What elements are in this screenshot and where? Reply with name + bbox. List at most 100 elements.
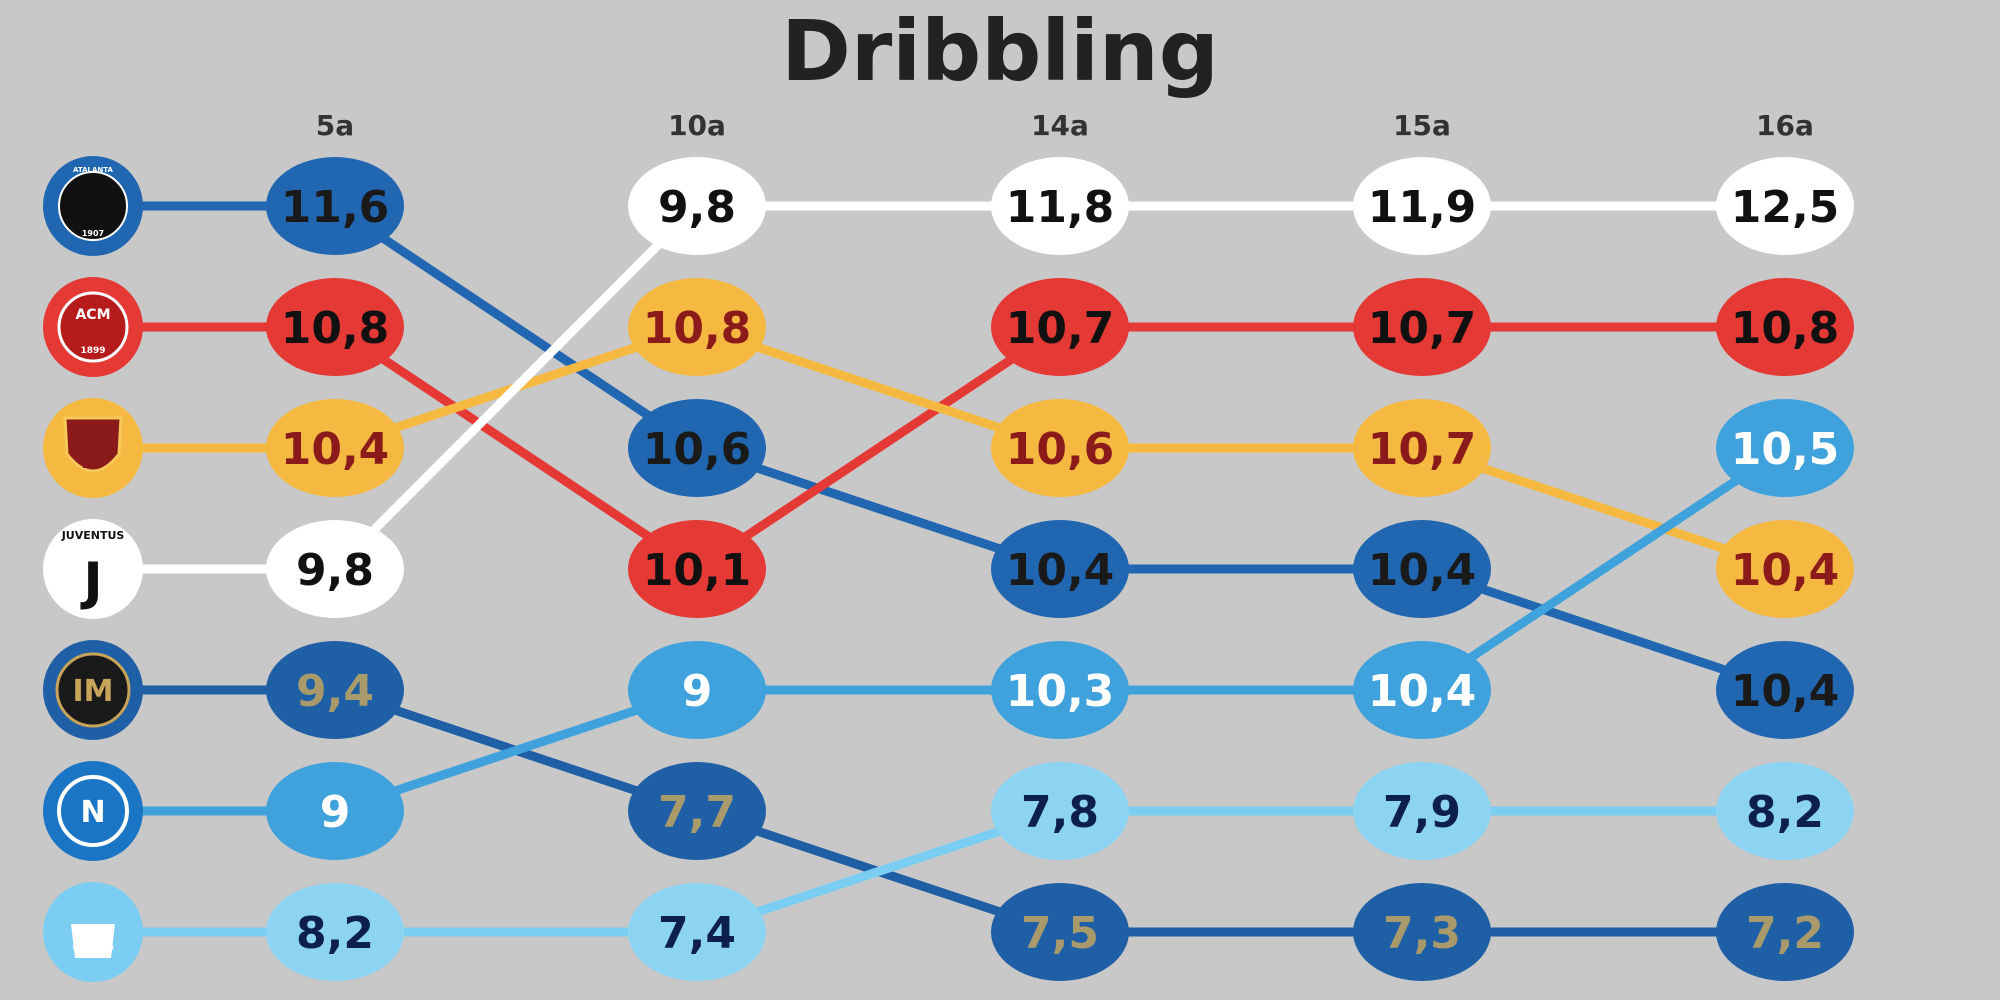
milan-logo-ring [57,291,129,363]
value-node-juventus-14a: 11,8 [991,157,1129,255]
value-node-atalanta-15a: 10,4 [1353,520,1491,618]
roma-logo-icon-text: 1927 [82,461,104,470]
series-line-napoli [88,443,1790,816]
value-label: 7,5 [1021,908,1099,959]
value-node-ellipse [266,520,404,618]
value-label: 7,9 [1383,787,1461,838]
value-label: 9,8 [658,182,736,233]
value-label: 10,4 [1368,666,1477,717]
value-label: 11,6 [281,182,390,233]
round-labels: 5a 10a 14a 15a 16a [316,109,1814,142]
value-node-ellipse [628,641,766,739]
value-node-napoli-16a: 10,5 [1716,399,1854,497]
value-label: 10,4 [281,424,390,475]
lazio-logo-icon-text: S.S. LAZIO [72,944,113,952]
value-label: 7,3 [1383,908,1461,959]
inter-logo-ring [55,652,131,728]
value-node-milan-15a: 10,7 [1353,278,1491,376]
value-label: 7,2 [1746,908,1824,959]
value-node-ellipse [266,278,404,376]
value-label: 8,2 [1746,787,1824,838]
series-line-juventus [88,201,1790,574]
value-node-ellipse [1353,157,1491,255]
value-label: 11,8 [1006,182,1115,233]
value-node-ellipse [628,520,766,618]
value-node-ellipse [1353,399,1491,497]
value-node-ellipse [628,157,766,255]
value-node-ellipse [991,883,1129,981]
atalanta-logo-icon: ATALANTA 1907 [43,156,143,256]
value-label: 10,7 [1006,303,1115,354]
value-node-ellipse [1716,520,1854,618]
value-label: 10,7 [1368,303,1477,354]
value-label: 11,9 [1368,182,1477,233]
roma-logo-icon-text: ROMA [73,445,114,459]
value-node-roma-5a: 10,4 [266,399,404,497]
value-node-inter-10a: 7,7 [628,762,766,860]
chart-title: Dribbling [781,2,1219,100]
value-node-atalanta-16a: 10,4 [1716,641,1854,739]
value-node-ellipse [1716,641,1854,739]
value-node-ellipse [628,762,766,860]
value-node-ellipse [1353,762,1491,860]
value-node-roma-16a: 10,4 [1716,520,1854,618]
inter-logo-icon-text: IM [72,674,113,709]
lazio-logo-shield [71,924,115,958]
value-node-juventus-10a: 9,8 [628,157,766,255]
value-node-ellipse [266,641,404,739]
value-label: 10,4 [1006,545,1115,596]
value-node-ellipse [1716,278,1854,376]
value-label: 10,6 [643,424,752,475]
value-label: 10,8 [1731,303,1840,354]
round-label-10a: 10a [668,109,726,142]
milan-logo-icon-text: ACM [75,307,110,323]
value-label: 10,4 [1731,545,1840,596]
value-node-atalanta-5a: 11,6 [266,157,404,255]
value-node-napoli-10a: 9 [628,641,766,739]
inter-logo-icon: IM [43,640,143,740]
value-node-ellipse [1716,762,1854,860]
value-node-ellipse [1716,399,1854,497]
value-node-ellipse [266,399,404,497]
value-label: 12,5 [1731,182,1840,233]
value-node-lazio-16a: 8,2 [1716,762,1854,860]
value-node-milan-16a: 10,8 [1716,278,1854,376]
round-label-5a: 5a [316,109,354,142]
value-node-juventus-15a: 11,9 [1353,157,1491,255]
round-label-14a: 14a [1031,109,1089,142]
value-node-roma-15a: 10,7 [1353,399,1491,497]
value-node-napoli-15a: 10,4 [1353,641,1491,739]
value-node-lazio-10a: 7,4 [628,883,766,981]
roma-logo-shield [63,416,123,473]
value-label: 9 [320,787,351,838]
atalanta-logo-icon-text: 1907 [82,229,104,238]
value-node-ellipse [991,641,1129,739]
value-node-roma-10a: 10,8 [628,278,766,376]
value-node-lazio-15a: 7,9 [1353,762,1491,860]
value-label: 7,4 [658,908,736,959]
value-node-ellipse [628,399,766,497]
value-node-lazio-5a: 8,2 [266,883,404,981]
value-label: 10,6 [1006,424,1115,475]
value-node-ellipse [628,278,766,376]
value-node-ellipse [266,883,404,981]
juventus-logo-icon-text: J [80,552,102,612]
value-node-atalanta-14a: 10,4 [991,520,1129,618]
value-node-ellipse [1353,641,1491,739]
value-node-ellipse [991,157,1129,255]
value-node-inter-14a: 7,5 [991,883,1129,981]
juventus-logo-icon-disc [43,519,143,619]
value-node-inter-16a: 7,2 [1716,883,1854,981]
atalanta-logo-icon-text: ATALANTA [73,166,113,174]
milan-logo-icon-text: 1899 [80,346,105,356]
value-label: 9,4 [296,666,374,717]
value-node-ellipse [1716,883,1854,981]
milan-logo-icon: ACM 1899 [43,277,143,377]
napoli-logo-icon-text: N [80,795,105,830]
value-node-milan-10a: 10,1 [628,520,766,618]
value-node-ellipse [991,278,1129,376]
value-node-inter-5a: 9,4 [266,641,404,739]
value-label: 10,4 [1368,545,1477,596]
value-label: 10,1 [643,545,752,596]
value-label: 10,8 [281,303,390,354]
